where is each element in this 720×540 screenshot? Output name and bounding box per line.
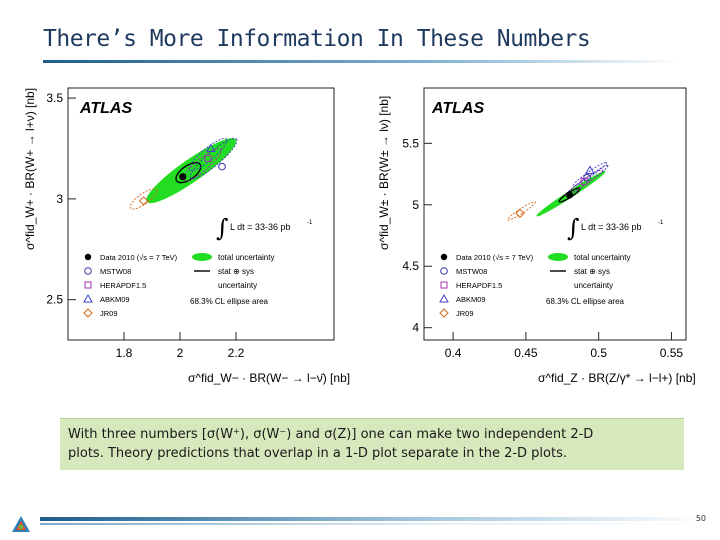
footer-divider-secondary xyxy=(40,523,710,525)
left-plot-frame xyxy=(67,87,335,341)
legend-abkm-label: ABKM09 xyxy=(456,295,486,304)
legend-mstw-label: MSTW08 xyxy=(456,267,487,276)
legend-jr-label: JR09 xyxy=(456,309,474,318)
x-tick-label: 1.8 xyxy=(116,346,133,360)
x-tick-label: 0.5 xyxy=(590,346,607,360)
left-plot: 1.8 2 2.2 2.5 3 3.5 ATLAS ∫ L dt = 33-36 pb -… xyxy=(23,87,350,385)
x-tick-label: 0.45 xyxy=(514,346,538,360)
legend-total-marker xyxy=(192,253,212,261)
legend-total-marker xyxy=(548,253,568,261)
y-tick-label: 5 xyxy=(412,198,419,212)
caption-line-2: plots. Theory predictions that overlap i… xyxy=(68,446,568,461)
legend-mstw-marker xyxy=(440,267,448,275)
left-lumi-integral: ∫ xyxy=(216,214,229,242)
left-legend: Data 2010 (√s = 7 TeV) MSTW08 HERAPDF1.5 AB… xyxy=(83,253,274,318)
left-atlas-label: ATLAS xyxy=(79,100,132,117)
right-atlas-label: ATLAS xyxy=(431,100,484,117)
prediction-herapdf1-5 xyxy=(204,155,212,163)
legend-jr-marker xyxy=(439,308,449,318)
y-tick-label: 2.5 xyxy=(46,293,63,307)
legend-stat-sys-label: stat ⊕ sys xyxy=(574,267,610,276)
legend-abkm-marker xyxy=(439,293,449,303)
x-tick-label: 0.55 xyxy=(660,346,684,360)
legend-mstw-marker xyxy=(84,267,92,275)
right-lumi-exp: -1 xyxy=(658,220,664,226)
right-plot-frame xyxy=(423,87,687,341)
institution-logo-icon xyxy=(10,514,32,540)
x-tick-label: 2.2 xyxy=(228,346,245,360)
legend-data-marker xyxy=(440,253,448,261)
x-tick-label: 0.4 xyxy=(445,346,462,360)
right-lumi-label: L dt = 33-36 pb xyxy=(581,222,641,232)
legend-herapdf-marker xyxy=(440,281,448,289)
legend-data-marker xyxy=(84,253,92,261)
y-tick-label: 3.5 xyxy=(46,91,63,105)
legend-jr-marker xyxy=(83,308,93,318)
legend-herapdf-label: HERAPDF1.5 xyxy=(456,281,502,290)
x-tick-label: 2 xyxy=(177,346,184,360)
left-lumi-exp: -1 xyxy=(307,220,313,226)
ellipse-abkm09 xyxy=(188,137,228,172)
prediction-jr09 xyxy=(138,196,149,206)
charts-canvas: 1.8 2 2.2 2.5 3 3.5 ATLAS ∫ L dt = 33-36 pb -… xyxy=(23,87,696,385)
prediction-herapdf1-5 xyxy=(580,177,588,185)
y-tick-label: 5.5 xyxy=(402,136,419,150)
ellipse-jr09 xyxy=(129,188,158,210)
legend-stat-sys-label: stat ⊕ sys xyxy=(218,267,254,276)
legend-abkm-marker xyxy=(83,293,93,303)
legend-abkm-label: ABKM09 xyxy=(100,295,130,304)
prediction-jr09 xyxy=(515,208,525,219)
legend-data-label: Data 2010 (√s = 7 TeV) xyxy=(456,253,534,262)
legend-stat-sys-label-2: uncertainty xyxy=(218,281,257,290)
caption-box: With three numbers [σ(W⁺), σ(W⁻) and σ(Z… xyxy=(60,418,684,470)
y-tick-label: 4.5 xyxy=(402,259,419,273)
prediction-abkm09 xyxy=(585,165,595,174)
prediction-abkm09 xyxy=(205,143,216,152)
legend-mstw-label: MSTW08 xyxy=(100,267,131,276)
right-y-axis-label: σ^fid_W± · BR(W± → lν) [nb] xyxy=(377,96,391,250)
y-tick-label: 3 xyxy=(56,192,63,206)
legend-ellipse-note: 68.3% CL ellipse area xyxy=(546,297,625,306)
y-tick-label: 4 xyxy=(412,321,419,335)
legend-total-label: total uncertainty xyxy=(574,253,630,262)
ellipse-herapdf1-5 xyxy=(183,148,222,182)
footer-divider xyxy=(40,517,710,521)
left-x-axis-label: σ^fid_W− · BR(W− → l−ν̄) [nb] xyxy=(188,371,350,385)
legend-herapdf-marker xyxy=(84,281,92,289)
ellipse-mstw08 xyxy=(189,138,238,179)
legend-total-label: total uncertainty xyxy=(218,253,274,262)
slide-title: There’s More Information In These Number… xyxy=(43,26,591,52)
right-plot: 0.4 0.45 0.5 0.55 4 4.5 5 5.5 ATLAS ∫ L dt = 33… xyxy=(377,87,696,385)
legend-stat-sys-label-2: uncertainty xyxy=(574,281,613,290)
legend-herapdf-label: HERAPDF1.5 xyxy=(100,281,146,290)
data-point xyxy=(565,191,574,199)
left-y-axis-label: σ^fid_W+ · BR(W+ → l+ν) [nb] xyxy=(23,88,37,250)
page-number: 50 xyxy=(695,514,706,523)
data-point xyxy=(179,173,187,181)
caption-line-1: With three numbers [σ(W⁺), σ(W⁻) and σ(Z… xyxy=(68,427,594,442)
legend-ellipse-note: 68.3% CL ellipse area xyxy=(190,297,269,306)
left-lumi-label: L dt = 33-36 pb xyxy=(230,222,290,232)
prediction-mstw08 xyxy=(218,162,226,171)
right-x-axis-label: σ^fid_Z · BR(Z/γ* → l−l+) [nb] xyxy=(538,371,696,385)
title-divider xyxy=(43,60,683,63)
right-legend: Data 2010 (√s = 7 TeV) MSTW08 HERAPDF1.5 AB… xyxy=(439,253,630,318)
legend-jr-label: JR09 xyxy=(100,309,118,318)
right-lumi-integral: ∫ xyxy=(567,214,580,242)
legend-data-label: Data 2010 (√s = 7 TeV) xyxy=(100,253,178,262)
